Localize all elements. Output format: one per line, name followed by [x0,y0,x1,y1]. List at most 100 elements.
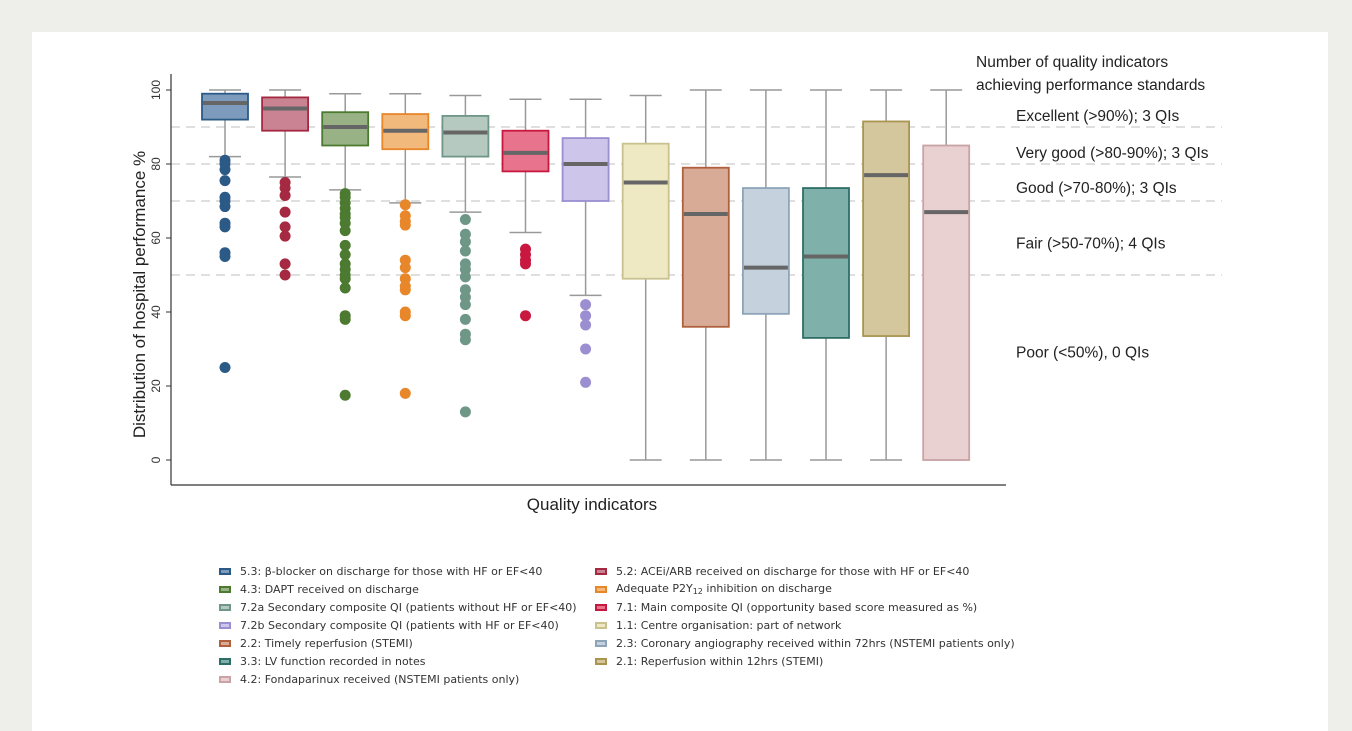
legend-swatch [595,621,607,629]
outlier-point [459,299,471,311]
outlier-point [459,334,471,346]
box-series [321,92,370,401]
legend-swatch [219,639,231,647]
legend-label: 1.1: Centre organisation: part of networ… [616,618,842,632]
y-tick-label: 80 [149,157,163,171]
outlier-point [580,343,592,355]
box [441,115,490,158]
figure-panel: 0 20 40 60 80 100 Number of quality indicator… [32,32,1328,731]
legend-item: 4.2: Fondaparinux received (NSTEMI patie… [219,671,595,687]
outlier-point [520,310,531,322]
performance-band-label: Good (>70-80%); 3 QIs [1016,180,1177,197]
outlier-point [580,376,592,388]
legend-item: 4.3: DAPT received on discharge [219,581,595,597]
legend-swatch [219,675,231,683]
outlier-point [219,175,231,187]
outlier-point [399,262,411,274]
box-series [681,89,730,461]
legend-swatch [595,657,607,665]
annotation-title: achieving performance standards [976,77,1205,94]
legend-label: 7.2a Secondary composite QI (patients wi… [240,600,577,614]
performance-band-label: Fair (>50-70%); 4 QIs [1016,236,1166,253]
performance-band-label: Very good (>80-90%); 3 QIs [1016,145,1209,162]
outlier-point [459,214,471,225]
legend-label: Adequate P2Y12 inhibition on discharge [616,582,832,596]
outlier-point [279,269,291,281]
box-series [261,89,310,281]
legend-item: 2.1: Reperfusion within 12hrs (STEMI) [595,653,1015,669]
legend-item: 7.1: Main composite QI (opportunity base… [595,599,1015,615]
box-series [561,98,610,388]
outlier-point [219,362,231,373]
box [742,187,790,315]
outlier-point [219,251,231,262]
legend-item: 5.3: β-blocker on discharge for those wi… [219,563,595,579]
box-series [742,89,790,461]
outlier-point [339,239,351,251]
outlier-point [459,271,471,283]
box [862,120,910,337]
box [922,144,971,461]
legend-swatch [219,603,231,611]
outlier-point [279,206,291,218]
legend-swatch [595,585,607,593]
legend-swatch [595,603,607,611]
outlier-point [399,219,411,231]
x-axis-label: Quality indicators [527,495,657,514]
box [261,96,310,132]
box [561,137,610,202]
y-tick-label: 0 [149,456,163,463]
box-series [922,89,971,461]
outlier-point [279,258,291,270]
outlier-point [459,245,471,257]
y-tick-label: 60 [149,231,163,245]
y-tick-label: 100 [149,80,163,100]
legend-label: 7.1: Main composite QI (opportunity base… [616,600,978,614]
outlier-point [339,273,351,285]
legend: 5.3: β-blocker on discharge for those wi… [219,563,1069,687]
performance-band-label: Excellent (>90%); 3 QIs [1016,108,1179,125]
outlier-point [459,313,471,325]
legend-label: 2.2: Timely reperfusion (STEMI) [240,636,413,650]
outlier-point [219,201,231,213]
y-axis-label: Distribution of hospital performance % [130,151,149,438]
legend-item: 7.2b Secondary composite QI (patients wi… [219,617,595,633]
legend-item: Adequate P2Y12 inhibition on discharge [595,581,1015,597]
outlier-point [399,284,411,296]
outlier-point [399,199,411,211]
legend-label: 5.2: ACEi/ARB received on discharge for … [616,564,970,578]
outlier-point [580,319,592,331]
legend-item: 5.2: ACEi/ARB received on discharge for … [595,563,1015,579]
legend-swatch [595,639,607,647]
legend-swatch [219,585,231,593]
legend-label-subscript: 12 [692,587,703,596]
performance-annotations: Number of quality indicators achieving pe… [976,54,1209,362]
outlier-point [339,389,351,401]
outlier-point [399,310,411,322]
box [802,187,850,339]
box-series [501,98,550,322]
legend-label: 4.2: Fondaparinux received (NSTEMI patie… [240,672,520,686]
outlier-point [339,282,351,294]
legend-label: 3.3: LV function recorded in notes [240,654,426,668]
box-series [862,89,910,461]
outlier-point [279,189,291,201]
y-tick-label: 20 [149,379,163,393]
outlier-point [459,236,471,248]
legend-item: 1.1: Centre organisation: part of networ… [595,617,1015,633]
outlier-point [279,230,291,242]
outlier-point [279,221,291,233]
box-series [381,92,430,399]
box-series [201,89,249,373]
legend-swatch [595,567,607,575]
legend-swatch [219,621,231,629]
box [621,142,670,280]
legend-item: 2.2: Timely reperfusion (STEMI) [219,635,595,651]
legend-label: 7.2b Secondary composite QI (patients wi… [240,618,559,632]
outlier-point [219,164,231,176]
legend-label: 5.3: β-blocker on discharge for those wi… [240,564,543,578]
performance-band-label: Poor (<50%), 0 QIs [1016,345,1149,362]
outlier-point [580,310,592,322]
outlier-point [459,406,471,418]
box-series [441,94,490,418]
